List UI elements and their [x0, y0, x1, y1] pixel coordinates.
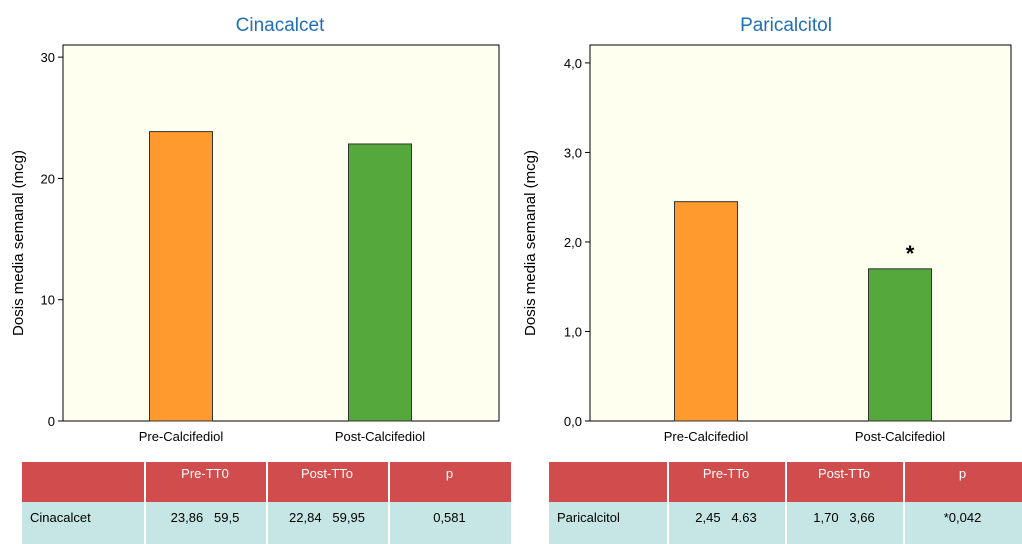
chart-svg-cinacalcet: Cinacalcet Dosis media semanal (mcg) 0 10… [10, 15, 500, 444]
annotations: * [906, 241, 915, 266]
y-tick-label: 0 [48, 414, 55, 429]
table-header-cell: p [903, 462, 1022, 502]
plot-area [589, 44, 1012, 422]
x-category-label: Post-Calcifediol [335, 429, 425, 444]
bars [674, 201, 932, 422]
significance-annotation: * [906, 241, 915, 266]
chart-panel-paricalcitol: Paricalcitol Dosis media semanal (mcg) 0… [511, 0, 1022, 544]
y-tick-label: 30 [41, 50, 55, 65]
table-header-cell: p [388, 462, 511, 502]
y-ticks: 0,0 1,0 2,0 3,0 4,0 [564, 56, 590, 429]
stats-table: Pre-TT0 Post-TTo p Cinacalcet 23,86 59,5… [22, 462, 511, 544]
chart-panel-cinacalcet: Cinacalcet Dosis media semanal (mcg) 0 10… [10, 15, 511, 544]
column-divider [266, 462, 268, 544]
bars [149, 131, 412, 422]
table-cell-p: 0,581 [388, 502, 511, 544]
category-labels: Pre-Calcifediol Post-Calcifediol [139, 429, 426, 444]
bar-pre [149, 131, 213, 422]
y-axis-label: Dosis media semanal (mcg) [522, 150, 539, 336]
table-header-cell: Pre-TTo [667, 462, 785, 502]
column-divider [785, 462, 787, 544]
chart-svg-paricalcitol: Paricalcitol Dosis media semanal (mcg) 0… [522, 15, 1012, 444]
column-divider [388, 462, 390, 544]
table-cell-p: *0,042 [903, 502, 1022, 544]
table-cell-drug: Paricalcitol [549, 502, 667, 544]
table-cell-pre: 23,86 59,5 [144, 502, 266, 544]
bar-pre [674, 201, 738, 422]
bar-post [868, 268, 932, 422]
table-header-cell [549, 462, 667, 502]
table-header-cell [22, 462, 144, 502]
x-category-label: Pre-Calcifediol [664, 429, 749, 444]
y-tick-label: 4,0 [564, 56, 582, 71]
y-tick-label: 2,0 [564, 235, 582, 250]
table-header-cell: Pre-TT0 [144, 462, 266, 502]
column-divider [144, 462, 146, 544]
plot-area [62, 44, 500, 422]
y-tick-label: 10 [41, 293, 55, 308]
y-tick-label: 1,0 [564, 324, 582, 339]
table-header-cell: Post-TTo [785, 462, 903, 502]
y-ticks: 0 10 20 30 [41, 50, 63, 429]
chart-title: Paricalcitol [740, 15, 832, 36]
table-cell-post: 22,84 59,95 [266, 502, 388, 544]
bar-post [348, 143, 412, 422]
table-header-cell: Post-TTo [266, 462, 388, 502]
chart-title: Cinacalcet [236, 15, 325, 36]
column-divider [667, 462, 669, 544]
table-cell-pre: 2,45 4.63 [667, 502, 785, 544]
table-cell-drug: Cinacalcet [22, 502, 144, 544]
column-divider [903, 462, 905, 544]
y-tick-label: 0,0 [564, 414, 582, 429]
x-category-label: Pre-Calcifediol [139, 429, 224, 444]
y-tick-label: 20 [41, 171, 55, 186]
x-category-label: Post-Calcifediol [855, 429, 945, 444]
table-cell-post: 1,70 3,66 [785, 502, 903, 544]
y-tick-label: 3,0 [564, 145, 582, 160]
y-axis-label: Dosis media semanal (mcg) [10, 150, 27, 336]
category-labels: Pre-Calcifediol Post-Calcifediol [664, 429, 946, 444]
stats-table: Pre-TTo Post-TTo p Paricalcitol 2,45 4.6… [549, 462, 1022, 544]
